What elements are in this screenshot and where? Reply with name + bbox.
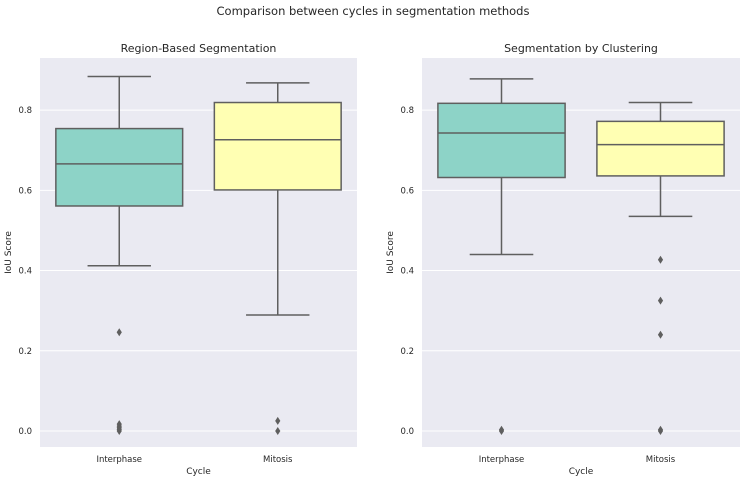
box-mitosis: [596, 101, 725, 435]
y-tick-label: 0.2: [400, 347, 414, 357]
y-axis-label: IoU Score: [4, 231, 14, 274]
box-iqr: [55, 127, 184, 207]
y-tick-label: 0.4: [400, 267, 414, 277]
outlier-marker: [657, 255, 664, 264]
panel-title: Segmentation by Clustering: [504, 42, 658, 55]
outlier-marker: [116, 328, 122, 337]
box-interphase: [55, 75, 184, 435]
x-axis-label: Cycle: [569, 467, 594, 477]
box-iqr: [437, 102, 566, 179]
x-tick-label: Interphase: [96, 455, 142, 465]
box-iqr: [213, 101, 342, 191]
outlier-marker: [657, 330, 664, 339]
x-tick-label: Mitosis: [263, 455, 293, 465]
y-tick-label: 0.4: [18, 267, 32, 277]
y-tick-label: 0.2: [18, 347, 32, 357]
figure-title: Comparison between cycles in segmentatio…: [216, 4, 530, 18]
outlier-marker: [498, 426, 505, 435]
y-tick-label: 0.0: [18, 427, 32, 437]
y-tick-label: 0.8: [400, 106, 414, 116]
outlier-marker: [657, 296, 664, 305]
outlier-marker: [657, 426, 664, 435]
panel-1: 0.0 0.2 0.4 0.6 0.8 Interphase Mitosis Cycle IoU…: [4, 42, 357, 477]
panel-2: 0.0 0.2 0.4 0.6 0.8 Interphase Mitosis Cycle IoU…: [386, 42, 740, 477]
box-mitosis: [213, 82, 342, 435]
outlier-marker: [275, 426, 281, 435]
panel-title: Region-Based Segmentation: [121, 42, 277, 55]
x-tick-label: Interphase: [479, 455, 525, 465]
y-tick-label: 0.6: [18, 186, 32, 196]
outlier-marker: [275, 416, 281, 425]
y-tick-label: 0.0: [400, 427, 414, 437]
box-interphase: [437, 78, 566, 435]
y-tick-label: 0.6: [400, 186, 414, 196]
y-tick-label: 0.8: [18, 106, 32, 116]
y-axis-label: IoU Score: [386, 231, 396, 274]
box-iqr: [596, 120, 725, 177]
outlier-marker: [116, 426, 122, 435]
x-tick-label: Mitosis: [646, 455, 676, 465]
x-axis-label: Cycle: [186, 467, 211, 477]
